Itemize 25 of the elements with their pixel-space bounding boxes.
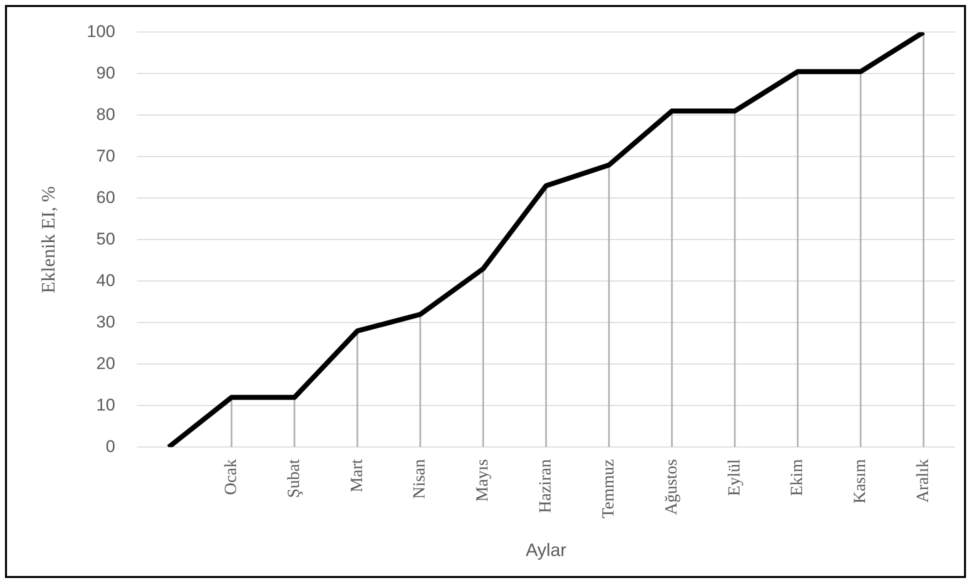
x-tick-label: Aralık [913, 458, 932, 503]
x-tick-label: Ağustos [661, 459, 680, 515]
x-tick-label: Kasım [850, 459, 870, 504]
x-tick-label: Şubat [284, 458, 303, 498]
x-tick-label: Eylül [724, 458, 744, 496]
y-tick-label: 100 [86, 22, 116, 41]
x-axis-title: Aylar [526, 540, 566, 560]
x-tick-label: Haziran [536, 458, 555, 513]
y-tick-label: 40 [96, 270, 116, 290]
x-tick-label: Ekim [787, 459, 806, 496]
y-tick-label: 10 [96, 395, 116, 414]
y-tick-label: 30 [96, 312, 116, 332]
y-tick-label: 20 [96, 354, 116, 373]
y-tick-label: 80 [96, 104, 116, 124]
x-tick-label: Ocak [221, 458, 240, 496]
x-tick-label: Temmuz [598, 458, 618, 518]
y-tick-label: 70 [96, 146, 116, 166]
y-tick-label: 50 [96, 229, 116, 248]
x-tick-label: Nisan [410, 458, 429, 499]
y-axis-title: Eklenik EI, % [38, 186, 60, 294]
y-tick-label: 90 [96, 63, 116, 82]
x-tick-label: Mart [346, 458, 366, 492]
y-tick-label: 0 [106, 436, 116, 456]
y-tick-label: 60 [96, 188, 116, 207]
x-tick-label: Mayıs [472, 459, 492, 502]
